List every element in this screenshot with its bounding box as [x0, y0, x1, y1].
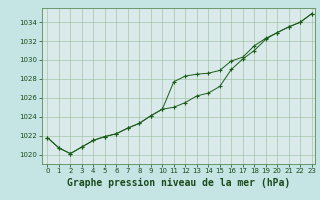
X-axis label: Graphe pression niveau de la mer (hPa): Graphe pression niveau de la mer (hPa) — [67, 178, 290, 188]
